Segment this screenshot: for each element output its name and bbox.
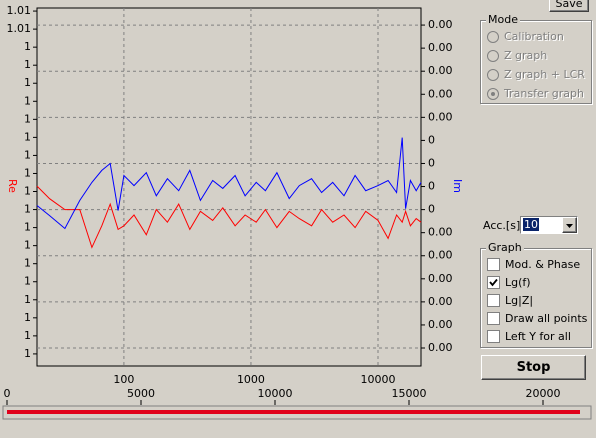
- y-tick-label: 1: [24, 185, 31, 198]
- slider-tick-label: 10000: [258, 388, 293, 400]
- checkbox-label: Left Y for all: [505, 330, 571, 343]
- y-tick-label: 1: [24, 311, 31, 324]
- y-tick-label: 1: [24, 221, 31, 234]
- slider-tick-label: 5000: [127, 388, 155, 400]
- radio-circle: [487, 68, 499, 81]
- y-tick-label: 1: [24, 166, 31, 179]
- slider-tick-label: 15000: [392, 388, 427, 400]
- checkbox: [487, 330, 500, 343]
- radio-dot: [491, 91, 495, 96]
- checkbox-label: Mod. & Phase: [505, 258, 581, 271]
- y-tick-label: 1: [24, 94, 31, 107]
- slider-tick-label: 20000: [526, 388, 561, 400]
- y-axis-label: Re: [6, 179, 19, 193]
- y2-tick-label: 0.00: [428, 295, 453, 308]
- arrow-icon: [566, 224, 573, 228]
- radio-button: [487, 30, 499, 43]
- y-tick-label: 1: [24, 203, 31, 216]
- radio-button: [487, 87, 499, 100]
- y2-tick-label: 0.00: [428, 226, 453, 239]
- y-tick-label: 1: [24, 347, 31, 360]
- radio-label: Calibration: [504, 30, 564, 43]
- acc-label: Acc.[s]: [483, 219, 521, 232]
- check-mark: [489, 278, 498, 287]
- y-tick-label: 1: [24, 58, 31, 71]
- y2-tick-label: 0.00: [428, 272, 453, 285]
- data-line: [36, 137, 422, 230]
- group-title: Mode: [486, 13, 520, 26]
- checkbox-label: Lg|Z|: [505, 294, 534, 307]
- y-tick-label: 1: [24, 40, 31, 53]
- y-tick-label: 1: [24, 239, 31, 252]
- y2-tick-label: 0.00: [428, 318, 453, 331]
- checkbox-box: [487, 330, 500, 343]
- y2-tick-label: 0.00: [428, 64, 453, 77]
- y2-tick-label: 0: [428, 133, 435, 146]
- radio-button: [487, 49, 499, 62]
- checkbox: [487, 258, 500, 271]
- checkbox-label: Draw all points: [505, 312, 588, 325]
- checkbox-option[interactable]: Mod. & Phase: [487, 258, 580, 271]
- checkbox: [487, 276, 500, 289]
- y2-tick-label: 0.00: [428, 87, 453, 100]
- radio-option: Transfer graph: [487, 87, 584, 100]
- y-tick-label: 1: [24, 329, 31, 342]
- radio-option: Z graph + LCR: [487, 68, 585, 81]
- y-tick-label: 1: [24, 275, 31, 288]
- y-tick-label: 1: [24, 112, 31, 125]
- radio-circle: [487, 49, 499, 62]
- acc-combo[interactable]: 10: [520, 216, 578, 234]
- radio-label: Z graph: [504, 49, 548, 62]
- range-slider[interactable]: 0 5000 10000 15000 20000: [0, 388, 596, 426]
- radio-option: Calibration: [487, 30, 564, 43]
- x-tick-label: 100: [113, 373, 134, 386]
- y-tick-label: 1: [24, 76, 31, 89]
- radio-option: Z graph: [487, 49, 547, 62]
- y2-tick-label: 0.00: [428, 110, 453, 123]
- y2-tick-label: 0.00: [428, 41, 453, 54]
- slider-range: [7, 410, 580, 414]
- y-tick-label: 1: [24, 257, 31, 270]
- y2-tick-label: 0.00: [428, 18, 453, 31]
- radio-button: [487, 68, 499, 81]
- y2-tick-label: 0.00: [428, 341, 453, 354]
- y2-tick-label: 0.00: [428, 249, 453, 262]
- radio-label: Transfer graph: [504, 87, 584, 100]
- y-tick-label: 1.01: [7, 4, 32, 17]
- checkbox: [487, 294, 500, 307]
- acc-value: 10: [523, 218, 539, 231]
- group-title: Graph: [486, 241, 524, 254]
- checkbox-box: [487, 294, 500, 307]
- stop-button[interactable]: Stop: [481, 355, 586, 380]
- data-line: [36, 185, 422, 249]
- y-tick-label: 1.01: [7, 22, 32, 35]
- save-button[interactable]: Save: [549, 0, 589, 12]
- checkbox-option[interactable]: Draw all points: [487, 312, 587, 325]
- x-tick-label: 1000: [237, 373, 265, 386]
- checkbox-label: Lg(f): [505, 276, 531, 289]
- checkbox-option[interactable]: Lg|Z|: [487, 294, 533, 307]
- checkbox-box: [487, 258, 500, 271]
- radio-label: Z graph + LCR: [504, 68, 585, 81]
- y2-tick-label: 0: [428, 203, 435, 216]
- x-tick-label: 10000: [360, 373, 395, 386]
- chart: Re Im 100 1000 100000.000.000.000.000.0000…: [6, 4, 464, 386]
- combo-arrow[interactable]: [562, 217, 577, 233]
- y2-tick-label: 0: [428, 156, 435, 169]
- mode-group: Mode Calibration Z graph Z graph + LCR Tran…: [480, 13, 592, 104]
- y-tick-label: 1: [24, 293, 31, 306]
- radio-circle: [487, 30, 499, 43]
- y-tick-label: 1: [24, 148, 31, 161]
- y2-tick-label: 0: [428, 180, 435, 193]
- graph-group: Graph Mod. & Phase Lg(f) Lg|Z| Draw all poi…: [480, 241, 592, 348]
- checkbox-box: [487, 312, 500, 325]
- y-tick-label: 1: [24, 130, 31, 143]
- checkbox: [487, 312, 500, 325]
- y2-axis-label: Im: [451, 179, 464, 193]
- slider-tick-label: 0: [4, 388, 11, 400]
- checkbox-option[interactable]: Lg(f): [487, 276, 531, 289]
- checkbox-option[interactable]: Left Y for all: [487, 330, 571, 343]
- plot-area: [36, 7, 422, 367]
